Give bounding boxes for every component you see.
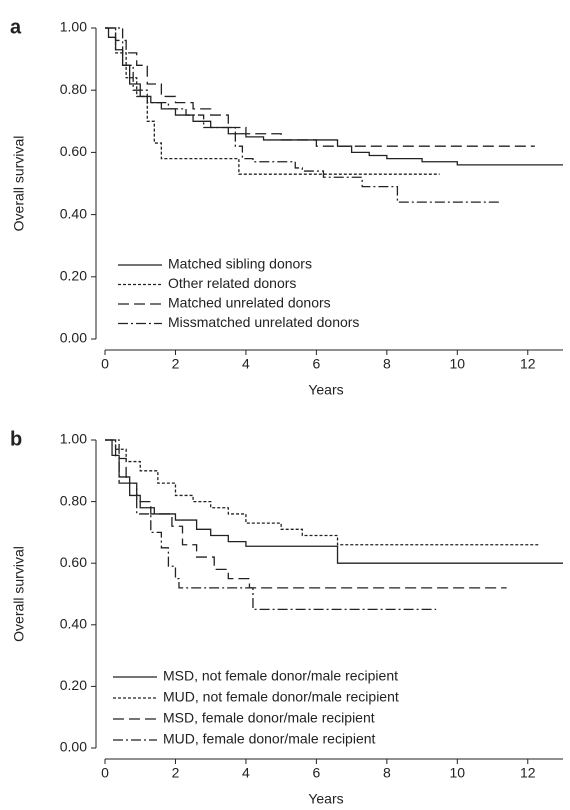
y-tick-label: 0.00 xyxy=(60,330,87,346)
legend-label: MSD, not female donor/male recipient xyxy=(163,668,398,684)
x-tick-label: 8 xyxy=(383,765,391,781)
y-tick-label: 0.60 xyxy=(60,554,87,570)
y-tick-label: 0.60 xyxy=(60,143,87,159)
y-tick-label: 0.40 xyxy=(60,616,87,632)
x-tick-label: 6 xyxy=(312,765,320,781)
x-tick-label: 4 xyxy=(242,356,250,372)
x-tick-label: 10 xyxy=(450,765,466,781)
y-tick-label: 0.80 xyxy=(60,81,87,97)
survival-curve xyxy=(105,27,440,175)
x-tick-label: 6 xyxy=(312,356,320,372)
y-tick-label: 0.40 xyxy=(60,205,87,221)
legend-label: Other related donors xyxy=(168,275,296,291)
x-tick-label: 12 xyxy=(520,356,536,372)
x-tick-label: 2 xyxy=(172,356,180,372)
x-axis-label: Years xyxy=(308,791,343,807)
y-tick-label: 0.20 xyxy=(60,268,87,284)
legend-label: MSD, female donor/male recipient xyxy=(163,710,375,726)
x-tick-label: 0 xyxy=(101,356,109,372)
x-tick-label: 12 xyxy=(520,765,536,781)
x-tick-label: 2 xyxy=(172,765,180,781)
y-tick-label: 1.00 xyxy=(60,19,87,35)
y-tick-label: 1.00 xyxy=(60,431,87,447)
x-tick-label: 10 xyxy=(450,356,466,372)
x-tick-label: 8 xyxy=(383,356,391,372)
survival-curve xyxy=(105,439,437,611)
panel-label: a xyxy=(10,16,22,38)
y-tick-label: 0.00 xyxy=(60,739,87,755)
x-tick-label: 0 xyxy=(101,765,109,781)
y-tick-label: 0.80 xyxy=(60,492,87,508)
x-axis-label: Years xyxy=(308,382,343,398)
survival-curve xyxy=(105,27,500,203)
survival-curve xyxy=(105,439,563,564)
survival-curve xyxy=(105,439,539,546)
legend-label: MUD, not female donor/male recipient xyxy=(163,689,399,705)
survival-curve xyxy=(105,27,535,147)
y-axis-label: Overall survival xyxy=(11,136,27,232)
panel-label: b xyxy=(10,428,22,450)
legend-label: MUD, female donor/male recipient xyxy=(163,731,376,747)
survival-curve xyxy=(105,439,507,589)
y-tick-label: 0.20 xyxy=(60,677,87,693)
y-axis-label: Overall survival xyxy=(11,546,27,642)
legend-label: Missmatched unrelated donors xyxy=(168,314,359,330)
legend-label: Matched unrelated donors xyxy=(168,295,331,311)
legend-label: Matched sibling donors xyxy=(168,256,312,272)
x-tick-label: 4 xyxy=(242,765,250,781)
